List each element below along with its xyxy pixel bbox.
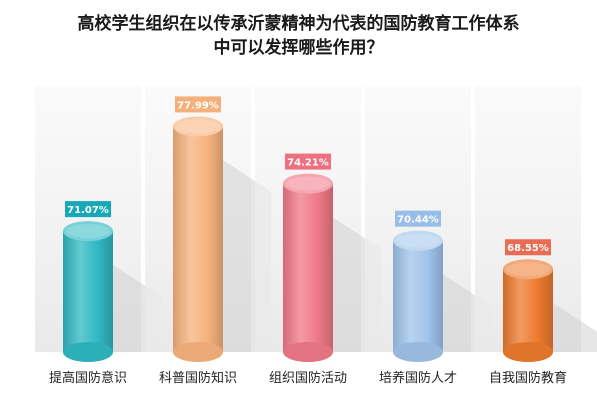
svg-text:77.99%: 77.99% (177, 100, 219, 111)
value-label-1: 71.07% (65, 201, 111, 218)
bar-5 (503, 259, 553, 362)
value-label-2: 77.99% (175, 96, 221, 113)
chart-title-line-1: 高校学生组织在以传承沂蒙精神为代表的国防教育工作体系 (77, 14, 520, 34)
category-label-2: 科普国防知识 (159, 370, 237, 386)
bar-2 (173, 116, 223, 362)
value-label-5: 68.55% (505, 239, 551, 256)
svg-text:70.44%: 70.44% (397, 215, 439, 226)
svg-text:71.07%: 71.07% (67, 205, 109, 216)
category-label-4: 培养国防人才 (379, 370, 457, 386)
chart-title-line-2: 中可以发挥哪些作用？ (213, 38, 384, 58)
bar-4 (393, 230, 443, 362)
value-label-4: 70.44% (395, 210, 441, 227)
svg-text:68.55%: 68.55% (507, 243, 549, 254)
bar-3 (283, 173, 333, 362)
bar-1 (63, 221, 113, 362)
category-label-5: 自我国防教育 (489, 370, 567, 386)
svg-text:74.21%: 74.21% (287, 158, 329, 169)
value-label-3: 74.21% (285, 153, 331, 170)
bar-shadow (547, 299, 597, 352)
category-label-1: 提高国防意识 (49, 370, 127, 386)
category-label-3: 组织国防活动 (269, 370, 347, 386)
